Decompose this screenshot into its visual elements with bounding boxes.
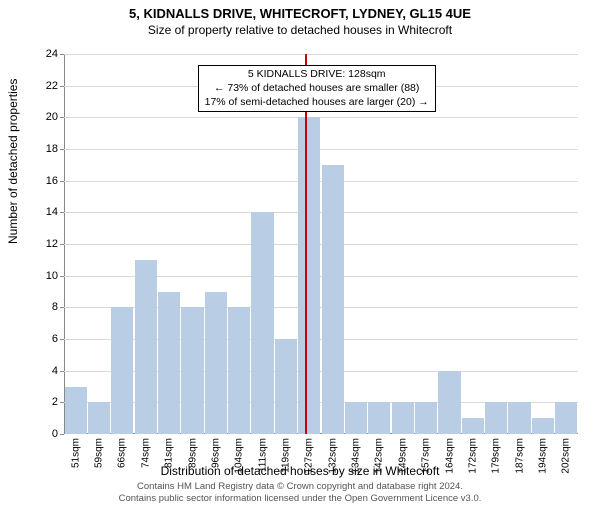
y-tick-mark [60,307,64,308]
histogram-bar [532,418,554,434]
grid-line [64,149,578,150]
histogram-bar [485,402,507,434]
histogram-bar [345,402,367,434]
y-axis-label: Number of detached properties [6,79,20,244]
histogram-bar [368,402,390,434]
histogram-bar [555,402,577,434]
y-tick-label: 22 [46,80,58,92]
info-box: 5 KIDNALLS DRIVE: 128sqm← 73% of detache… [198,65,436,112]
histogram-bar [322,165,344,434]
histogram-bar [135,260,157,434]
chart-title-main: 5, KIDNALLS DRIVE, WHITECROFT, LYDNEY, G… [0,6,600,21]
y-tick-label: 20 [46,111,58,123]
y-tick-label: 0 [52,428,58,440]
histogram-bar [415,402,437,434]
info-box-line: 17% of semi-detached houses are larger (… [205,96,429,110]
y-tick-mark [60,244,64,245]
y-tick-mark [60,371,64,372]
y-tick-mark [60,339,64,340]
x-axis-label: Distribution of detached houses by size … [0,464,600,478]
y-tick-mark [60,86,64,87]
y-tick-label: 4 [52,365,58,377]
footer-line-2: Contains public sector information licen… [0,493,600,504]
histogram-bar [88,402,110,434]
y-tick-label: 8 [52,301,58,313]
y-tick-label: 16 [46,175,58,187]
footer-line-1: Contains HM Land Registry data © Crown c… [0,481,600,492]
histogram-bar [392,402,414,434]
histogram-bar [65,387,87,435]
histogram-bar [228,307,250,434]
y-tick-mark [60,149,64,150]
histogram-bar [275,339,297,434]
y-tick-label: 12 [46,238,58,250]
histogram-bar [298,117,320,434]
y-tick-mark [60,276,64,277]
histogram-bar [181,307,203,434]
plot-inner: 02468101214161820222451sqm59sqm66sqm74sq… [64,54,578,434]
y-tick-label: 10 [46,270,58,282]
grid-line [64,54,578,55]
histogram-bar [205,292,227,435]
histogram-bar [111,307,133,434]
histogram-bar [508,402,530,434]
y-tick-label: 6 [52,333,58,345]
histogram-bar [462,418,484,434]
grid-line [64,117,578,118]
y-tick-label: 24 [46,48,58,60]
y-tick-mark [60,434,64,435]
histogram-bar [438,371,460,434]
histogram-bar [251,212,273,434]
info-box-line: 5 KIDNALLS DRIVE: 128sqm [205,68,429,82]
y-tick-mark [60,181,64,182]
y-tick-mark [60,54,64,55]
y-tick-label: 2 [52,396,58,408]
chart-title-sub: Size of property relative to detached ho… [0,23,600,37]
y-tick-label: 18 [46,143,58,155]
y-tick-mark [60,212,64,213]
histogram-bar [158,292,180,435]
y-tick-label: 14 [46,206,58,218]
y-tick-mark [60,402,64,403]
info-box-line: ← 73% of detached houses are smaller (88… [205,82,429,96]
plot-area: 02468101214161820222451sqm59sqm66sqm74sq… [64,54,578,434]
chart-footer: Contains HM Land Registry data © Crown c… [0,481,600,504]
y-tick-mark [60,117,64,118]
